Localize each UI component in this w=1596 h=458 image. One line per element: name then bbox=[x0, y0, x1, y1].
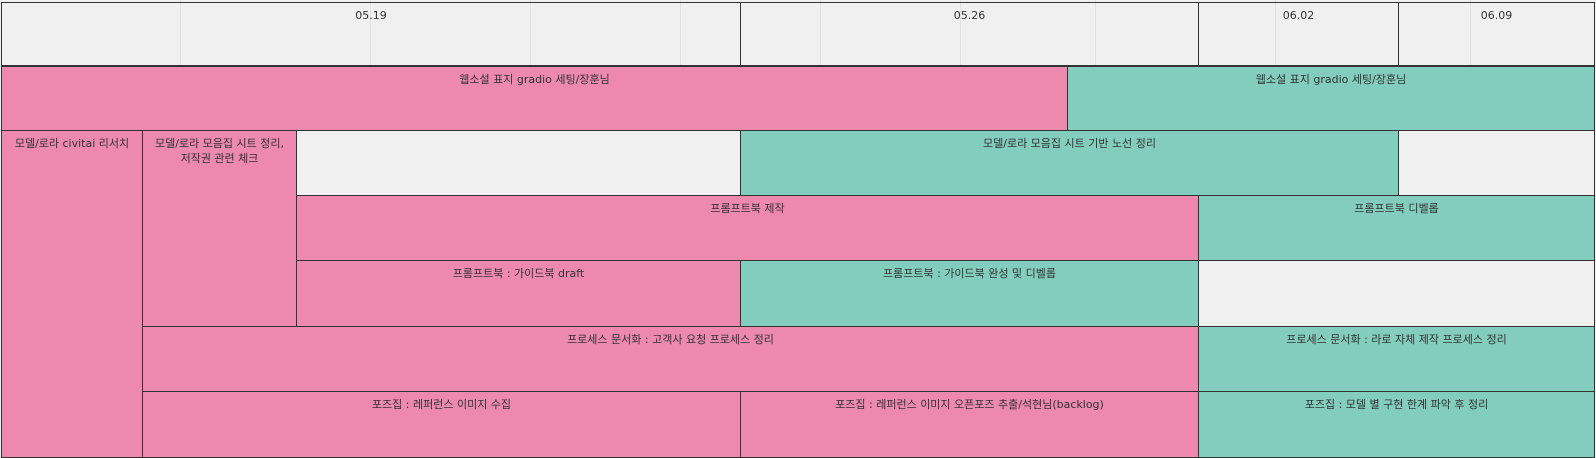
task-label: 포즈집 : 레퍼런스 이미지 오픈포즈 추출/석현님(backlog) bbox=[835, 398, 1104, 411]
task-label: 프롬프트북 : 가이드북 완성 및 디벨롭 bbox=[883, 267, 1056, 280]
week-header-0602: 06.02 bbox=[1198, 2, 1399, 66]
task-process-internal[interactable]: 프로세스 문서화 : 라로 자체 제작 프로세스 정리 bbox=[1198, 326, 1595, 392]
task-label: 포즈집 : 레퍼런스 이미지 수집 bbox=[371, 398, 512, 411]
task-webnovel-cover-gradio-pink[interactable]: 웹소설 표지 gradio 세팅/장훈님 bbox=[1, 66, 1068, 131]
task-label: 웹소설 표지 gradio 세팅/장훈님 bbox=[459, 73, 610, 86]
task-label: 모델/로라 civitai 리서치 bbox=[14, 137, 130, 150]
task-label: 포즈집 : 모델 별 구현 한계 파악 후 정리 bbox=[1304, 398, 1489, 411]
week-label: 06.09 bbox=[1480, 9, 1513, 22]
task-promptbook-make[interactable]: 프롬프트북 제작 bbox=[296, 195, 1199, 261]
task-label: 프롬프트북 제작 bbox=[710, 202, 785, 215]
task-model-sheet-copyright[interactable]: 모델/로라 모음집 시트 정리, 저작권 관련 체크 bbox=[142, 130, 297, 327]
week-header-0519: 05.19 bbox=[1, 2, 741, 66]
task-label: 모델/로라 모음집 시트 기반 노선 정리 bbox=[983, 137, 1156, 150]
task-label: 프롬프트북 디벨롭 bbox=[1354, 202, 1439, 215]
task-webnovel-cover-gradio-teal[interactable]: 웹소설 표지 gradio 세팅/장훈님 bbox=[1067, 66, 1595, 131]
task-process-client-request[interactable]: 프로세스 문서화 : 고객사 요청 프로세스 정리 bbox=[142, 326, 1199, 392]
task-label: 프로세스 문서화 : 고객사 요청 프로세스 정리 bbox=[567, 333, 774, 346]
task-label: 모델/로라 모음집 시트 정리, 저작권 관련 체크 bbox=[154, 137, 284, 165]
task-promptbook-develop[interactable]: 프롬프트북 디벨롭 bbox=[1198, 195, 1595, 261]
week-header-0526: 05.26 bbox=[740, 2, 1199, 66]
empty-slot bbox=[296, 130, 741, 196]
week-label: 05.19 bbox=[355, 9, 387, 22]
task-pose-openpose-extract[interactable]: 포즈집 : 레퍼런스 이미지 오픈포즈 추출/석현님(backlog) bbox=[740, 391, 1199, 458]
task-model-civitai-research[interactable]: 모델/로라 civitai 리서치 bbox=[1, 130, 143, 458]
task-label: 웹소설 표지 gradio 세팅/장훈님 bbox=[1255, 73, 1407, 86]
task-pose-reference-collect[interactable]: 포즈집 : 레퍼런스 이미지 수집 bbox=[142, 391, 741, 458]
task-promptbook-guidebook-draft[interactable]: 프롬프트북 : 가이드북 draft bbox=[296, 260, 741, 327]
task-promptbook-guidebook-complete[interactable]: 프롬프트북 : 가이드북 완성 및 디벨롭 bbox=[740, 260, 1199, 327]
task-label: 프로세스 문서화 : 라로 자체 제작 프로세스 정리 bbox=[1286, 333, 1507, 346]
task-label: 프롬프트북 : 가이드북 draft bbox=[452, 267, 585, 280]
empty-slot bbox=[1198, 260, 1595, 327]
week-label: 05.26 bbox=[953, 9, 986, 22]
week-label: 06.02 bbox=[1282, 9, 1315, 22]
task-pose-model-limits[interactable]: 포즈집 : 모델 별 구현 한계 파악 후 정리 bbox=[1198, 391, 1595, 458]
week-header-0609: 06.09 bbox=[1398, 2, 1595, 66]
empty-slot bbox=[1398, 130, 1595, 196]
task-model-sheet-route[interactable]: 모델/로라 모음집 시트 기반 노선 정리 bbox=[740, 130, 1399, 196]
